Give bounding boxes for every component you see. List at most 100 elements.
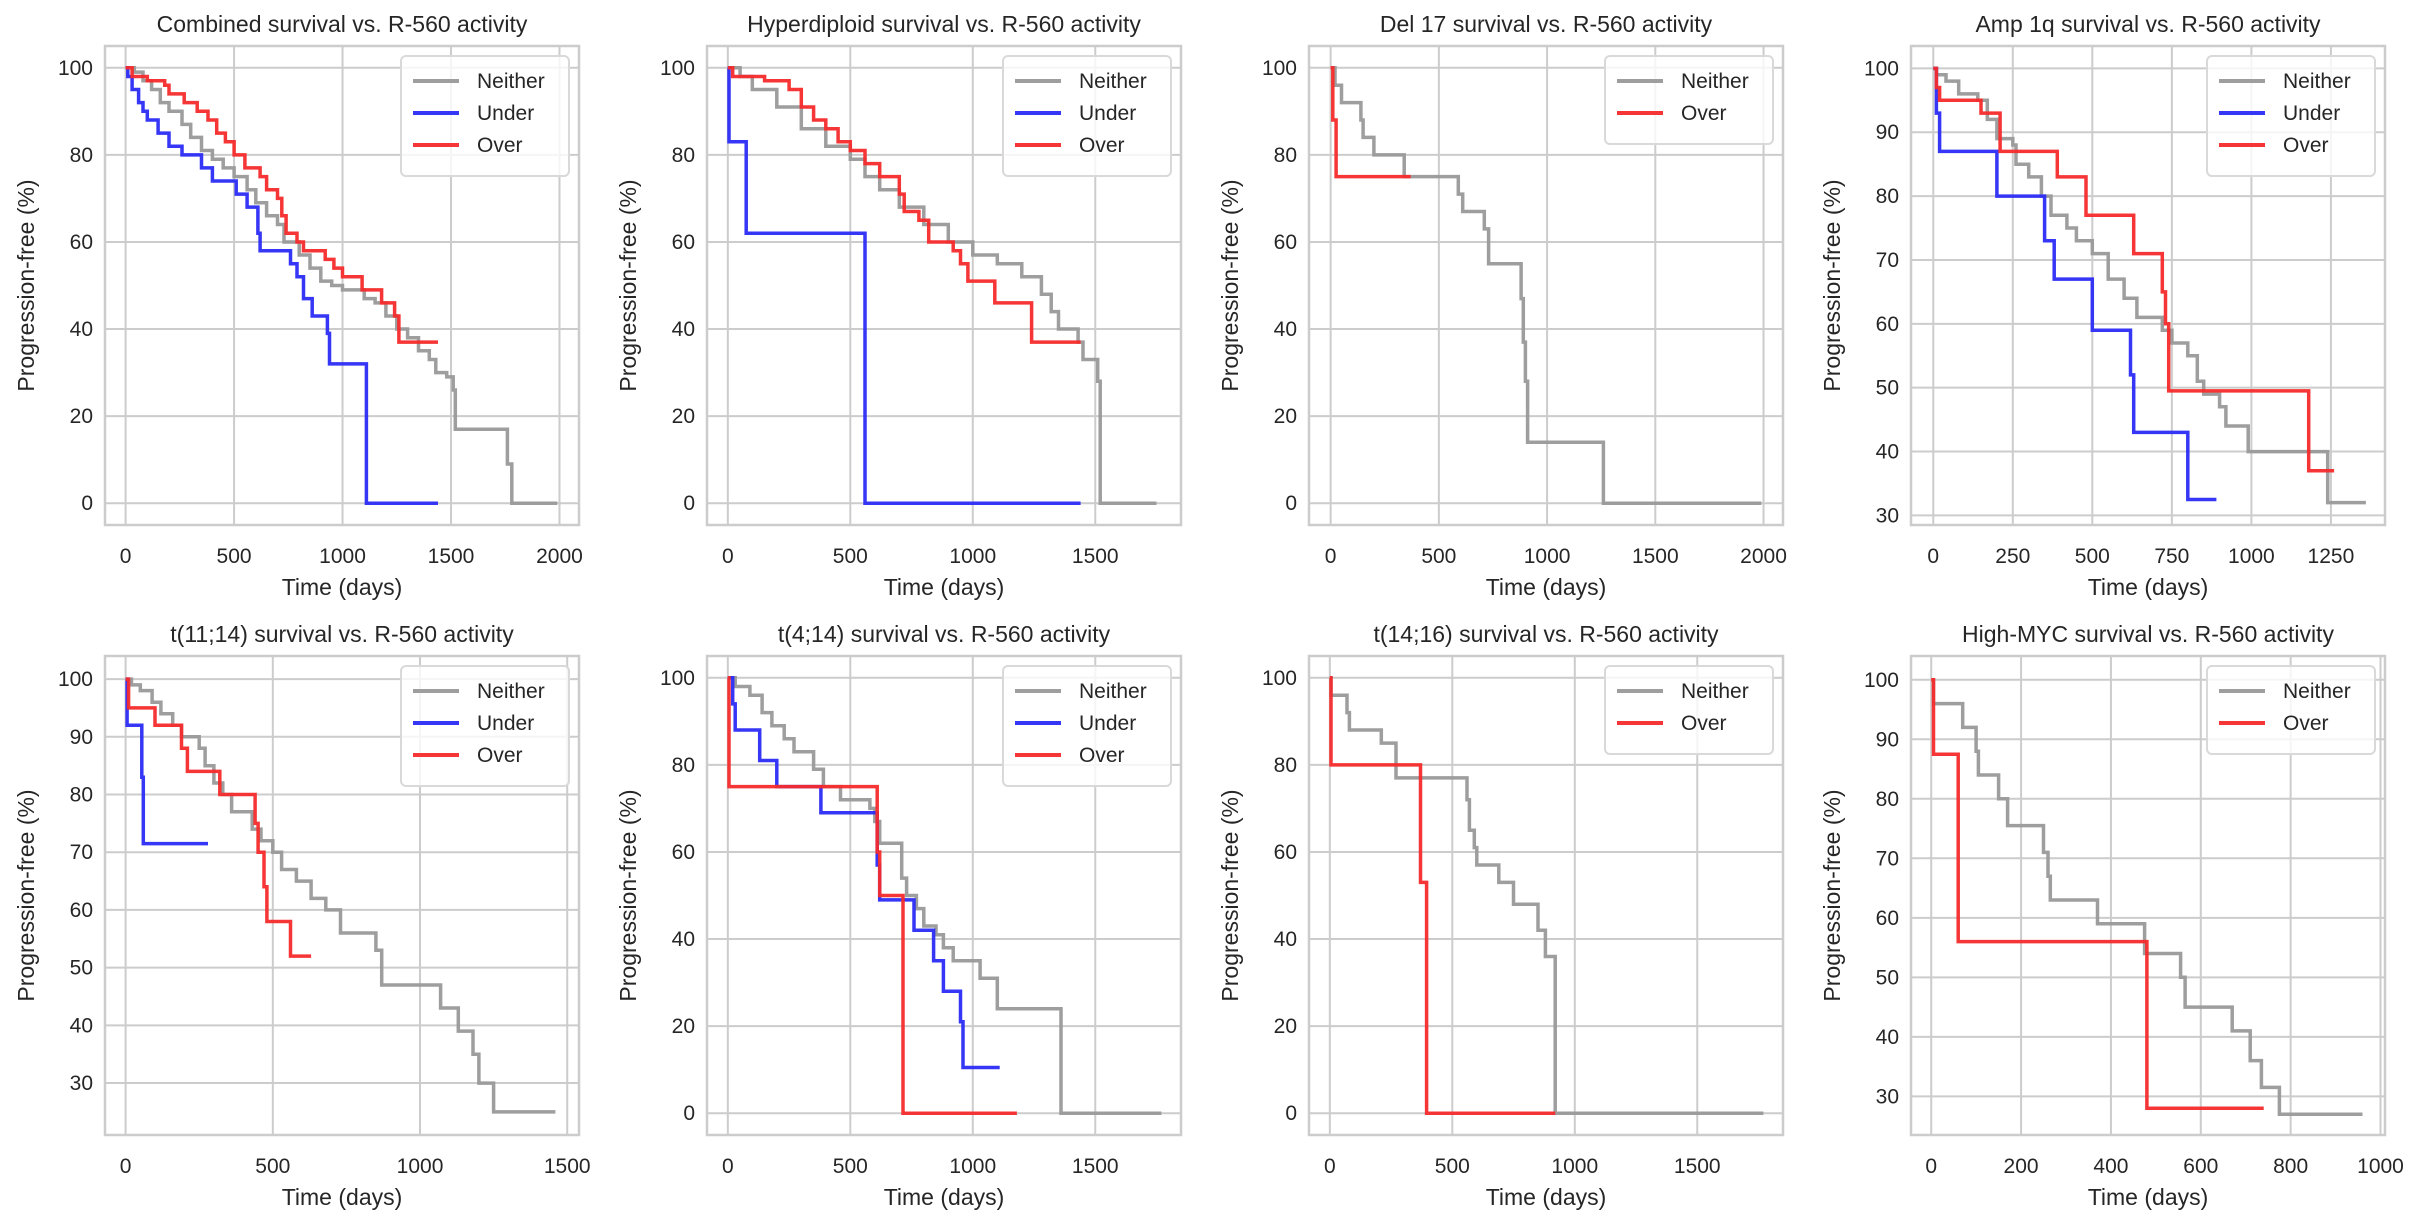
subplot-amp-1q: 0 250 500 750 1000 1250 30 40 50 60 70 80 90 100 Amp 1… — [1819, 11, 2387, 600]
y-axis-label: Progression-free (%) — [615, 789, 641, 1001]
y-axis-label: Progression-free (%) — [13, 179, 39, 391]
legend-label-under: Under — [1079, 712, 1136, 735]
y-tick-label: 80 — [70, 144, 93, 167]
y-tick-label: 0 — [683, 1102, 695, 1125]
y-tick-label: 30 — [70, 1072, 93, 1095]
series-line-neither — [727, 676, 1162, 1115]
y-tick-label: 30 — [1876, 504, 1899, 527]
x-tick-label: 0 — [120, 545, 132, 568]
y-tick-label: 20 — [672, 1015, 695, 1038]
y-tick-label: 80 — [1274, 144, 1297, 167]
series-line-neither — [125, 66, 558, 505]
x-tick-label: 500 — [1435, 1155, 1470, 1178]
y-axis-label: Progression-free (%) — [13, 789, 39, 1001]
axes-frame — [705, 654, 1183, 1137]
legend-box — [1604, 55, 1774, 145]
x-tick-label: 0 — [1925, 1155, 1937, 1178]
axes-frame — [1307, 654, 1785, 1137]
legend: Neither Under Over — [2206, 55, 2376, 177]
series-line-neither — [727, 66, 1157, 505]
legend: Neither Under Over — [400, 55, 570, 177]
legend: Neither Over — [2206, 665, 2376, 755]
legend-label-under: Under — [1079, 102, 1136, 125]
x-tick-label: 0 — [1927, 545, 1939, 568]
x-tick-label: 0 — [120, 1155, 132, 1178]
y-tick-label: 80 — [1274, 754, 1297, 777]
x-axis-label: Time (days) — [282, 574, 403, 600]
x-tick-label: 500 — [1421, 545, 1456, 568]
x-tick-label: 600 — [2183, 1155, 2218, 1178]
legend-label-over: Over — [477, 744, 523, 767]
legend: Neither Over — [1604, 55, 1774, 145]
legend-label-over: Over — [2283, 712, 2329, 735]
x-tick-label: 1000 — [949, 545, 996, 568]
x-tick-label: 1500 — [1632, 545, 1679, 568]
legend-label-neither: Neither — [1681, 680, 1749, 703]
y-tick-label: 100 — [58, 668, 93, 691]
x-tick-label: 500 — [833, 1155, 868, 1178]
chart-title: t(14;16) survival vs. R-560 activity — [1373, 621, 1719, 647]
x-tick-label: 0 — [722, 1155, 734, 1178]
y-tick-label: 40 — [1274, 318, 1297, 341]
subplot-t-4-14: 0 500 1000 1500 0 20 40 60 80 100 t(4;14) survival… — [615, 621, 1183, 1210]
legend-label-neither: Neither — [477, 70, 545, 93]
y-tick-label: 100 — [1864, 57, 1899, 80]
chart-title: t(11;14) survival vs. R-560 activity — [170, 621, 514, 647]
chart-title: t(4;14) survival vs. R-560 activity — [778, 621, 1111, 647]
series-line-over — [727, 66, 1081, 344]
y-tick-label: 0 — [683, 492, 695, 515]
y-axis-label: Progression-free (%) — [1819, 789, 1845, 1001]
legend: Neither Under Over — [1002, 55, 1172, 177]
y-tick-label: 0 — [1285, 1102, 1297, 1125]
y-tick-label: 90 — [1876, 121, 1899, 144]
y-tick-label: 100 — [1262, 57, 1297, 80]
y-tick-label: 40 — [672, 928, 695, 951]
x-tick-label: 1000 — [397, 1155, 444, 1178]
y-tick-label: 20 — [672, 405, 695, 428]
y-tick-label: 0 — [81, 492, 93, 515]
y-tick-label: 80 — [672, 754, 695, 777]
legend-label-neither: Neither — [2283, 680, 2351, 703]
y-tick-label: 100 — [58, 57, 93, 80]
x-axis-label: Time (days) — [282, 1184, 403, 1210]
x-tick-label: 500 — [255, 1155, 290, 1178]
x-tick-label: 1500 — [1072, 545, 1119, 568]
y-tick-label: 30 — [1876, 1085, 1899, 1108]
x-tick-label: 0 — [1325, 545, 1337, 568]
chart-title: Hyperdiploid survival vs. R-560 activity — [747, 11, 1141, 37]
y-axis-label: Progression-free (%) — [1819, 179, 1845, 391]
y-tick-label: 90 — [1876, 728, 1899, 751]
y-tick-label: 70 — [1876, 847, 1899, 870]
y-tick-label: 60 — [672, 231, 695, 254]
x-axis-label: Time (days) — [884, 574, 1005, 600]
y-tick-label: 60 — [1876, 313, 1899, 336]
y-tick-label: 50 — [1876, 966, 1899, 989]
x-tick-label: 1000 — [949, 1155, 996, 1178]
legend-label-neither: Neither — [2283, 70, 2351, 93]
legend-label-under: Under — [477, 712, 534, 735]
series-line-neither — [1329, 676, 1764, 1115]
series-line-over — [1933, 66, 2335, 473]
legend-label-over: Over — [2283, 134, 2329, 157]
y-tick-label: 60 — [672, 841, 695, 864]
x-tick-label: 500 — [833, 545, 868, 568]
series-line-under — [727, 66, 1081, 505]
x-axis-label: Time (days) — [1486, 574, 1607, 600]
legend: Neither Under Over — [1002, 665, 1172, 787]
y-tick-label: 40 — [672, 318, 695, 341]
x-tick-label: 1000 — [1524, 545, 1571, 568]
series-line-over — [125, 66, 438, 344]
x-axis-label: Time (days) — [2088, 1184, 2209, 1210]
series-line-neither — [1931, 678, 2363, 1116]
y-tick-label: 40 — [1274, 928, 1297, 951]
y-tick-label: 60 — [1274, 841, 1297, 864]
y-tick-label: 100 — [660, 57, 695, 80]
x-tick-label: 2000 — [536, 545, 583, 568]
series-line-over — [1931, 678, 2264, 1110]
y-tick-label: 80 — [70, 784, 93, 807]
legend-label-under: Under — [2283, 102, 2340, 125]
axes-frame — [1307, 44, 1785, 527]
x-tick-label: 1000 — [319, 545, 366, 568]
y-tick-label: 80 — [672, 144, 695, 167]
y-tick-label: 60 — [70, 899, 93, 922]
